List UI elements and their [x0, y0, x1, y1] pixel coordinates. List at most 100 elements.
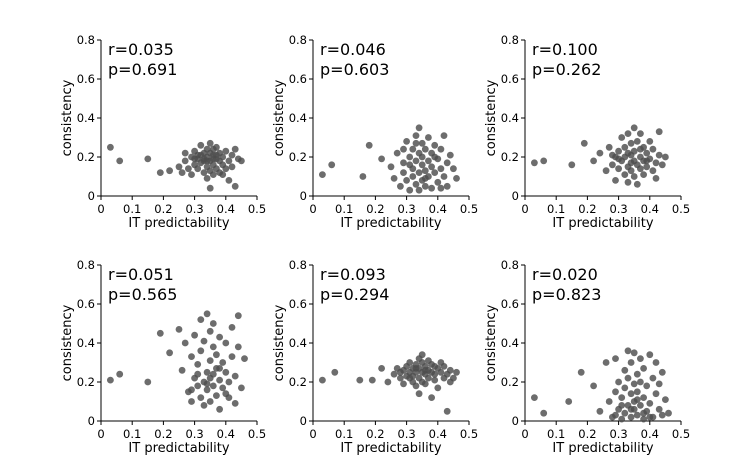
data-point	[615, 155, 622, 163]
data-point	[580, 139, 588, 147]
x-tick-label: 0.4	[429, 202, 447, 216]
data-point	[421, 175, 429, 182]
data-point	[412, 139, 420, 147]
y-tick-label: 0	[512, 189, 519, 203]
data-point	[655, 380, 663, 388]
data-point	[568, 161, 576, 169]
data-point	[633, 411, 641, 419]
y-tick-label: 0	[88, 189, 95, 203]
x-tick-label: 0.1	[123, 427, 141, 441]
data-point	[209, 370, 217, 378]
data-point	[175, 163, 183, 171]
data-point	[231, 145, 239, 153]
data-point	[418, 153, 426, 161]
data-point	[216, 333, 224, 341]
correlation-r-label: r=0.051	[108, 265, 174, 284]
data-point	[234, 312, 242, 320]
data-point	[446, 366, 454, 374]
data-point	[637, 130, 644, 138]
x-tick-label: 0.3	[397, 202, 415, 216]
data-point	[397, 182, 404, 190]
data-point	[640, 415, 647, 423]
data-point	[415, 169, 423, 177]
data-point	[640, 171, 647, 179]
data-point	[662, 396, 669, 403]
scatter-panel-5: 0 0.1 0.2 0.3 0.4 0.5 0 0.2 0.4 0.6 0.8 IT predicta…	[272, 258, 478, 456]
x-axis-title: IT predictability	[340, 216, 441, 231]
data-point	[621, 171, 629, 179]
data-point	[627, 413, 635, 421]
data-point	[605, 143, 613, 151]
data-point	[400, 169, 407, 177]
data-point	[453, 368, 460, 376]
data-point	[156, 329, 164, 337]
data-point	[627, 390, 635, 398]
data-point	[646, 413, 654, 421]
data-point	[655, 128, 663, 136]
data-point	[618, 415, 626, 423]
data-point	[609, 151, 616, 159]
x-tick-label: 0.3	[609, 202, 627, 216]
y-tick-label: 0.6	[501, 297, 519, 311]
data-point	[194, 361, 202, 368]
data-point	[144, 155, 152, 163]
x-tick-label: 0.3	[397, 427, 415, 441]
data-point	[627, 139, 635, 147]
scatter-panel-1: 0 0.1 0.2 0.3 0.4 0.5 0 0.2 0.4 0.6 0.8 IT predicta…	[60, 33, 266, 231]
data-point	[406, 359, 414, 366]
data-point	[643, 163, 651, 171]
x-tick-label: 0.1	[547, 427, 565, 441]
data-point	[397, 374, 404, 382]
data-point	[655, 151, 663, 159]
data-point	[443, 407, 451, 415]
y-axis-title: consistency	[60, 304, 75, 381]
data-point	[633, 388, 641, 396]
data-point	[440, 173, 448, 180]
data-point	[400, 380, 407, 388]
x-axis-title: IT predictability	[128, 216, 229, 231]
x-tick-label: 0.2	[578, 427, 596, 441]
data-point	[618, 402, 626, 409]
data-point	[390, 175, 398, 182]
data-point	[219, 384, 227, 392]
data-point	[222, 165, 230, 173]
data-point	[425, 374, 432, 382]
data-point	[640, 394, 647, 401]
data-point	[206, 184, 214, 192]
data-point	[437, 145, 445, 153]
y-axis-title: consistency	[272, 79, 287, 156]
data-point	[633, 396, 641, 403]
x-tick-label: 0.1	[335, 202, 353, 216]
data-point	[203, 386, 211, 394]
data-point	[421, 145, 429, 153]
correlation-r-label: r=0.046	[320, 40, 386, 59]
data-point	[213, 351, 220, 359]
data-point	[425, 134, 432, 141]
correlation-r-label: r=0.020	[532, 265, 598, 284]
y-axis-title: consistency	[484, 79, 499, 156]
x-tick-label: 0.1	[547, 202, 565, 216]
data-point	[197, 394, 205, 401]
data-point	[328, 161, 336, 169]
data-point	[637, 165, 644, 173]
data-point	[621, 143, 629, 151]
data-point	[643, 149, 651, 157]
data-point	[216, 376, 224, 384]
data-point	[206, 139, 214, 147]
scatter-panel-6: 0 0.1 0.2 0.3 0.4 0.5 0 0.2 0.4 0.6 0.8 IT predicta…	[484, 258, 690, 456]
y-tick-label: 0.2	[501, 150, 519, 164]
data-point	[637, 378, 644, 386]
data-point	[365, 141, 373, 149]
data-point	[621, 366, 629, 374]
data-point	[428, 184, 435, 192]
data-point	[116, 370, 124, 378]
data-point	[197, 347, 205, 355]
data-point	[637, 145, 644, 153]
y-tick-label: 0.4	[77, 111, 95, 125]
data-point	[431, 169, 439, 177]
data-point	[200, 169, 208, 177]
data-point	[194, 165, 202, 173]
data-point	[222, 390, 230, 398]
data-point	[621, 409, 629, 417]
data-point	[319, 376, 326, 384]
